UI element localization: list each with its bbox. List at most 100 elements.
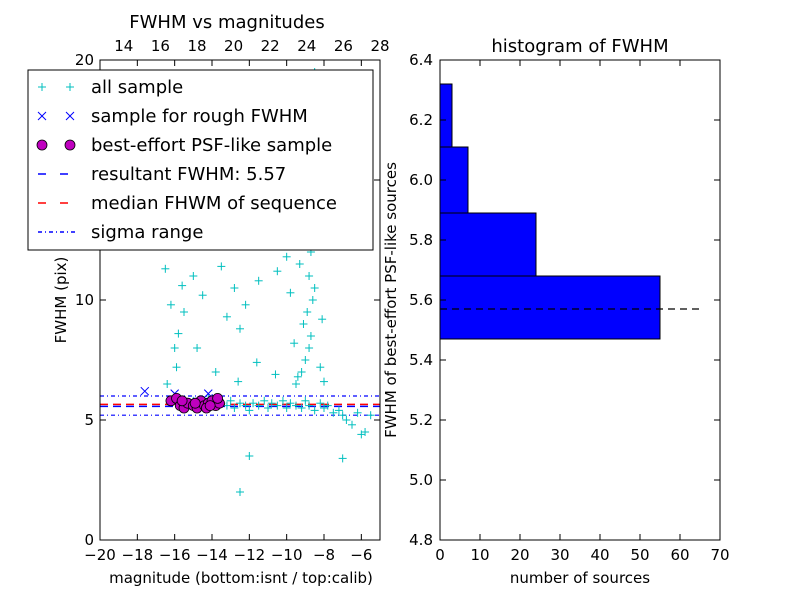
series-0-point-21	[267, 399, 276, 408]
series-0-point-67	[316, 363, 325, 372]
legend-handle	[36, 139, 48, 151]
series-0-point-85	[189, 272, 198, 280]
series-0-point-100	[193, 344, 202, 352]
x-tick-label: 0	[435, 546, 445, 564]
legend-label-resultant-fwhm: resultant FWHM: 5.57	[91, 164, 286, 185]
y-tick-label: 5	[84, 411, 94, 429]
x-tick-label: 50	[630, 546, 649, 564]
top-tick-label: 22	[261, 37, 280, 55]
series-0-point-44	[297, 368, 306, 376]
scatter-x-ticks: −20 −18 −16 −14 −12 −10 −8 −6	[84, 60, 372, 564]
legend-handle	[38, 83, 46, 91]
series-0-point-106	[172, 363, 181, 372]
series-1-point-0	[140, 386, 150, 396]
histogram-y-label: FWHM of best-effort PSF-like sources	[382, 162, 400, 438]
legend-handle	[65, 111, 75, 121]
series-0-point-105	[163, 380, 172, 388]
legend-handles	[36, 83, 76, 233]
scatter-chart: FWHM vs magnitudes −20 −18 −16 −14 −12 −10 −8−…	[27, 12, 390, 587]
histogram-bar-3	[439, 83, 453, 148]
series-0-point-20	[264, 404, 272, 412]
series-0-point-46	[305, 344, 314, 352]
y-tick-label: 4.8	[409, 531, 433, 549]
y-tick-label: 10	[75, 291, 94, 309]
series-0-point-31	[316, 399, 325, 408]
scatter-title: FWHM vs magnitudes	[129, 12, 324, 33]
histogram-bar-1	[439, 212, 537, 277]
series-0-point-66	[293, 372, 302, 381]
y-tick-label: 0	[84, 531, 94, 549]
series-2	[165, 392, 225, 414]
legend-label-all-sample: all sample	[91, 77, 183, 98]
histogram-x-label: number of sources	[510, 569, 650, 587]
series-0-point-84	[198, 291, 207, 300]
series-0-point-99	[178, 281, 187, 290]
series-0-point-15	[241, 401, 250, 410]
top-tick-label: 18	[187, 37, 206, 55]
series-0-point-25	[286, 399, 295, 408]
series-0-point-13	[230, 404, 239, 412]
series-0-point-74	[273, 267, 282, 276]
series-0-point-53	[295, 260, 304, 268]
legend-handle	[64, 139, 76, 151]
series-0-point-82	[217, 262, 226, 271]
histogram-x-ticks: 0 10 20 30 40 50 60 70	[435, 60, 730, 564]
series-0-point-12	[226, 396, 235, 405]
x-tick-label: −6	[350, 546, 372, 564]
legend-label-median-fwhm: median FHWM of sequence	[91, 193, 337, 214]
y-tick-label: 5.8	[409, 231, 433, 249]
series-0-point-43	[292, 380, 300, 388]
series-0-point-101	[211, 368, 220, 376]
series-0-point-26	[292, 401, 300, 410]
series-0-point-78	[241, 300, 250, 309]
x-tick-label: 60	[670, 546, 689, 564]
series-0-point-51	[310, 284, 319, 292]
series-0-point-28	[301, 396, 310, 405]
series-0-point-33	[323, 401, 332, 410]
y-tick-label: 6.2	[409, 111, 433, 129]
series-0-point-108	[338, 454, 347, 463]
y-tick-label: 5.6	[409, 291, 433, 309]
series-0-point-52	[305, 272, 314, 280]
series-0-point-72	[282, 252, 291, 261]
series-0-point-50	[308, 296, 317, 304]
y-tick-label: 6.0	[409, 171, 433, 189]
series-0-point-104	[271, 370, 280, 379]
series-0-point-47	[306, 332, 315, 340]
series-2-point-17	[204, 400, 216, 412]
x-tick-label: −18	[122, 546, 154, 564]
series-0-point-42	[357, 430, 366, 439]
y-tick-label: 5.4	[409, 351, 433, 369]
histogram-y-ticks: 4.8 5.0 5.2 5.4 5.6 5.8 6.0 6.2 6.4	[409, 51, 720, 549]
series-0-point-80	[230, 284, 239, 292]
series-0-point-45	[301, 356, 310, 364]
series-0-point-16	[245, 406, 254, 415]
series-0-point-30	[310, 406, 319, 415]
series-0-point-88	[170, 344, 179, 352]
series-0-point-90	[161, 264, 170, 273]
series-0-point-103	[252, 358, 261, 367]
series-0-point-24	[282, 404, 291, 412]
x-tick-label: −10	[271, 546, 303, 564]
series-0-point-70	[318, 315, 327, 324]
x-tick-label: −8	[313, 546, 335, 564]
legend-label-rough-fwhm: sample for rough FWHM	[91, 106, 308, 127]
series-0-point-19	[260, 396, 269, 405]
x-tick-label: −20	[84, 546, 116, 564]
series-0-point-102	[234, 377, 243, 386]
top-tick-label: 16	[151, 37, 170, 55]
series-0-point-76	[254, 276, 263, 285]
series-0-point-109	[236, 488, 244, 496]
legend-handle	[66, 83, 74, 91]
x-tick-label: −14	[196, 546, 228, 564]
legend-label-psf-like: best-effort PSF-like sample	[91, 135, 332, 156]
y-tick-label: 5.2	[409, 411, 433, 429]
series-0-point-68	[320, 377, 328, 386]
y-tick-label: 20	[75, 51, 94, 69]
top-tick-label: 26	[334, 37, 353, 55]
series-2-point-13	[176, 395, 188, 407]
legend-box	[27, 69, 374, 251]
legend-handle	[37, 111, 47, 121]
x-tick-label: 40	[590, 546, 609, 564]
